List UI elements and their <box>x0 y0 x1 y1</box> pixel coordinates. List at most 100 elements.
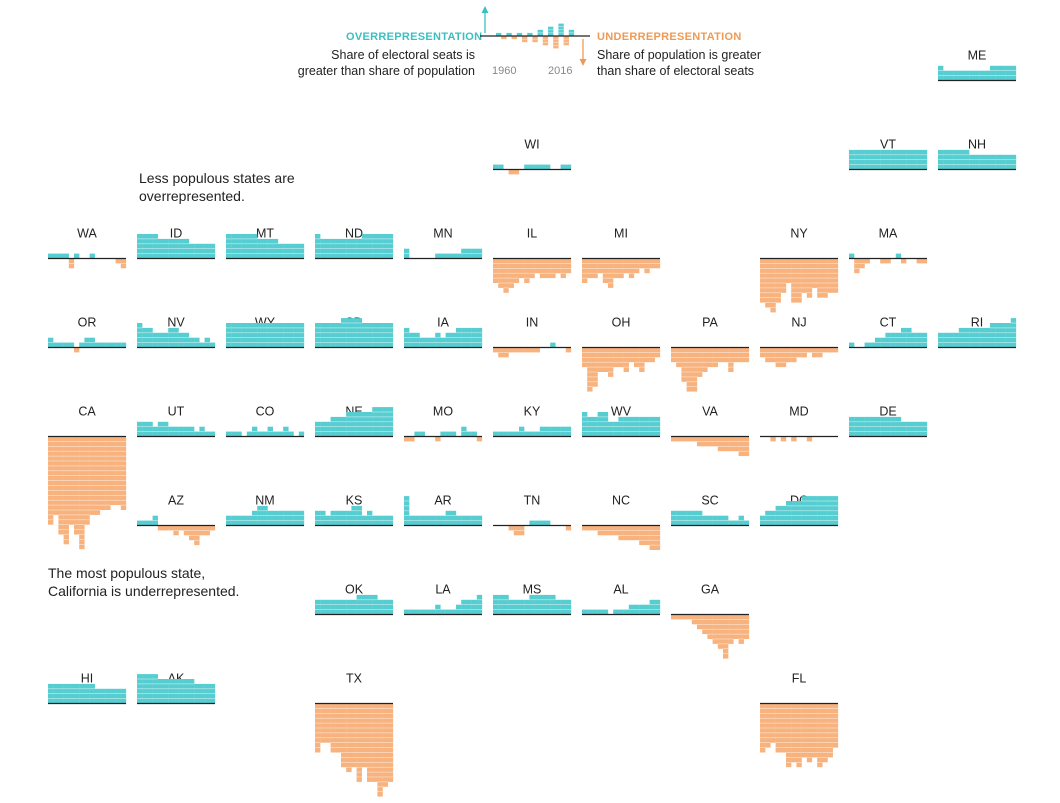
state-az-bar <box>147 520 153 526</box>
annotation-ca-2: California is underrepresented. <box>48 583 240 599</box>
state-oh-bar <box>644 347 650 363</box>
state-va-bar <box>671 436 677 442</box>
state-ma-bar <box>921 258 928 264</box>
state-wy-bar <box>246 323 253 348</box>
state-ga-bar <box>671 614 677 620</box>
state-co-bar <box>236 431 242 437</box>
state-il-bar <box>555 258 561 274</box>
state-ar-bar <box>450 510 457 526</box>
state-dc-bar <box>791 501 797 526</box>
state-pa-bar <box>738 347 744 363</box>
state-ok-bar <box>382 599 388 615</box>
state-label: NH <box>968 138 986 152</box>
state-or-bar <box>53 342 59 348</box>
state-co-bar <box>257 431 263 437</box>
state-ri-bar <box>990 323 996 348</box>
state-pa-bar <box>686 347 692 392</box>
state-mt-bar <box>246 234 253 259</box>
state-va-bar <box>676 436 682 442</box>
state-mo-bar <box>419 431 425 437</box>
state-in-bar <box>550 342 556 348</box>
state-mn-bar <box>456 253 462 259</box>
state-sc-bar <box>743 520 750 526</box>
state-ca-bar <box>79 436 85 550</box>
state-tile-nc: NC <box>582 494 661 550</box>
state-tile-az: AZ <box>137 494 216 546</box>
state-ny-bar <box>770 258 776 313</box>
state-dc-bar <box>786 501 792 526</box>
state-wi-bar <box>529 164 535 170</box>
state-mo-bar <box>471 431 477 437</box>
state-tile-dc: DC <box>760 494 839 527</box>
state-or-bar <box>74 347 80 353</box>
state-wy-bar <box>278 323 284 348</box>
state-me-bar <box>1000 65 1006 81</box>
state-tile-sd: SD <box>315 316 394 349</box>
state-tile-wy: WY <box>226 316 305 349</box>
state-wi-bar <box>493 164 499 170</box>
state-tile-nj: NJ <box>760 316 839 368</box>
state-nv-bar <box>209 342 216 348</box>
state-ri-bar <box>938 332 944 348</box>
state-ut-bar <box>194 431 200 437</box>
state-pa-bar <box>681 347 687 382</box>
state-ok-bar <box>325 599 331 615</box>
state-ma-bar <box>901 258 907 264</box>
state-hi-bar <box>94 688 101 704</box>
state-me-bar <box>995 65 1001 81</box>
state-nv-bar <box>163 332 169 348</box>
state-ky-bar <box>524 431 530 437</box>
state-wa-bar <box>115 258 121 264</box>
state-ok-bar <box>387 599 394 615</box>
state-ky-bar <box>513 431 520 437</box>
state-fl-bar <box>765 703 771 748</box>
state-co-bar <box>272 431 279 437</box>
state-wy-bar <box>252 323 258 348</box>
state-al-bar <box>602 609 609 615</box>
state-wy-bar <box>283 323 289 348</box>
state-ks-bar <box>341 510 347 526</box>
legend-sample-bar <box>563 36 569 46</box>
state-ne-bar <box>361 412 368 437</box>
state-tile-ak: AK <box>137 672 216 705</box>
state-label: PA <box>702 316 718 330</box>
state-label: IL <box>527 227 537 241</box>
state-sc-bar <box>697 510 703 526</box>
state-nc-bar <box>582 525 588 531</box>
state-ks-bar <box>330 510 336 526</box>
state-ks-bar <box>346 510 352 526</box>
state-wy-bar <box>257 323 263 348</box>
state-de-bar <box>921 421 928 437</box>
state-la-bar <box>461 599 467 615</box>
state-mo-bar <box>414 431 420 437</box>
state-fl-bar <box>786 703 792 768</box>
state-label: GA <box>701 583 720 597</box>
state-nd-bar <box>361 234 368 259</box>
state-nh-bar <box>990 154 996 170</box>
state-al-bar <box>654 599 661 615</box>
state-nj-bar <box>822 347 828 353</box>
state-md-bar <box>806 436 813 442</box>
state-or-bar <box>58 342 64 348</box>
state-ak-bar <box>183 679 190 704</box>
state-tile-ia: IA <box>404 316 483 349</box>
state-nc-bar <box>623 525 629 541</box>
state-label: MO <box>433 405 453 419</box>
state-label: MI <box>614 227 628 241</box>
state-tile-la: LA <box>404 583 483 616</box>
state-de-bar <box>911 421 917 437</box>
state-sd-bar <box>382 323 388 348</box>
state-me-bar <box>990 65 996 81</box>
state-ut-bar <box>157 421 164 437</box>
state-il-bar <box>524 258 530 283</box>
state-ny-bar <box>827 258 833 293</box>
legend-sample-bar <box>496 32 502 36</box>
state-ok-bar <box>377 599 383 615</box>
state-nc-bar <box>634 525 640 541</box>
legend-sample-bar <box>506 32 512 36</box>
state-va-bar <box>686 436 692 442</box>
state-nh-bar <box>974 154 980 170</box>
state-tile-co: CO <box>226 405 305 438</box>
state-label: MD <box>789 405 808 419</box>
state-wy-bar <box>293 323 299 348</box>
